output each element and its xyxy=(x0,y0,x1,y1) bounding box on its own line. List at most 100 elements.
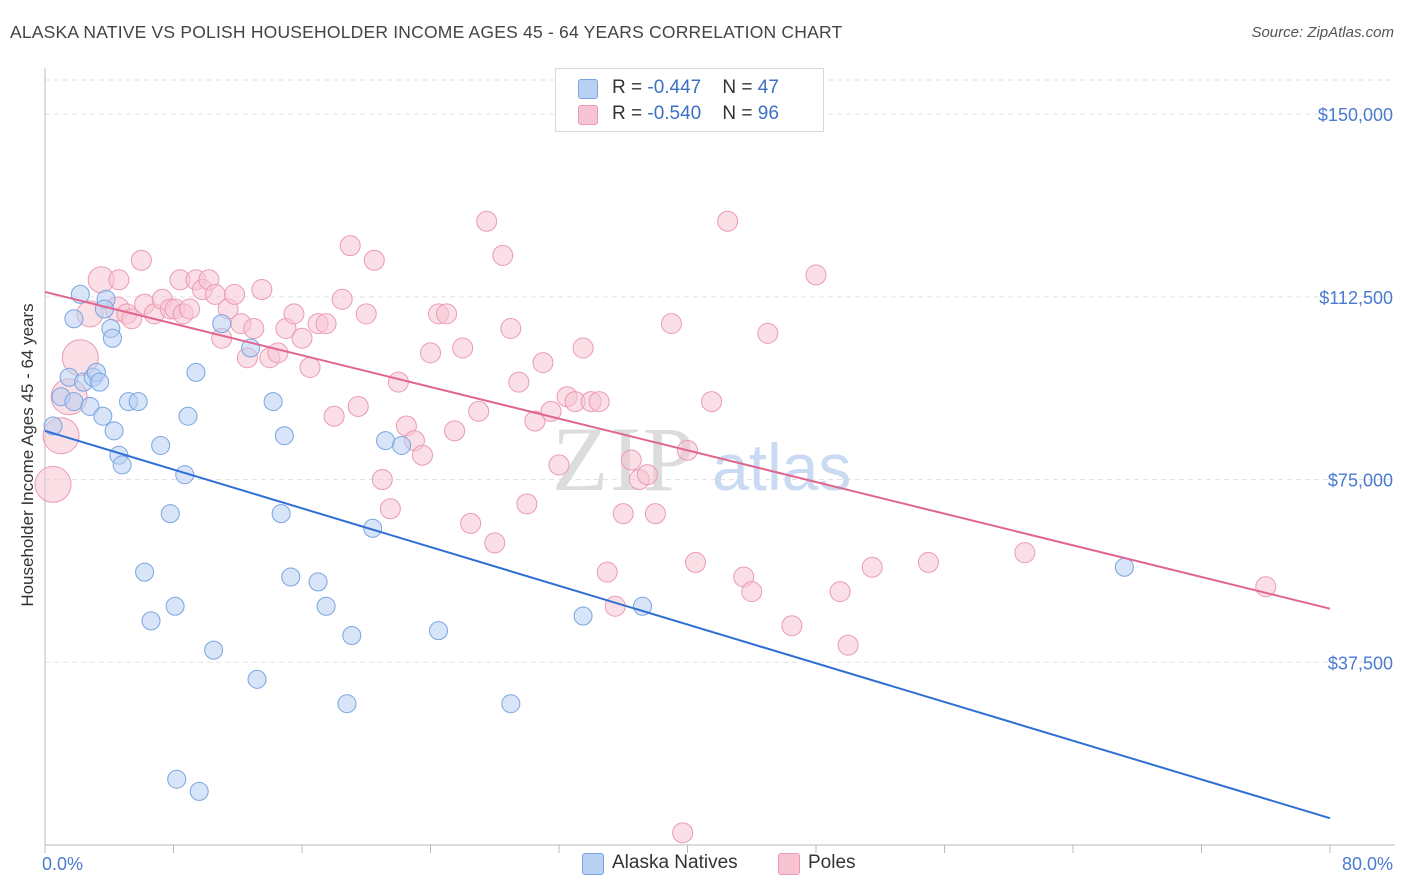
alaska-natives-point xyxy=(151,435,171,455)
alaska-natives-point xyxy=(102,328,122,348)
alaska-natives-point xyxy=(64,392,84,412)
alaska-natives-point xyxy=(363,518,383,538)
poles-point xyxy=(508,371,530,393)
poles-point xyxy=(781,615,803,637)
poles-point xyxy=(588,391,610,413)
x-tick-label-min: 0.0% xyxy=(42,854,83,874)
legend-n-label: N = xyxy=(722,103,758,124)
poles-point xyxy=(572,337,594,359)
poles-point xyxy=(516,493,538,515)
y-tick-label: $75,000 xyxy=(1328,471,1393,491)
alaska-natives-point xyxy=(308,572,328,592)
poles-point xyxy=(291,327,313,349)
poles-point xyxy=(805,264,827,286)
alaska-natives-point xyxy=(178,406,198,426)
alaska-natives-point xyxy=(573,606,593,626)
alaska-natives-point xyxy=(90,372,110,392)
poles-point xyxy=(444,420,466,442)
alaska-natives-point xyxy=(93,406,113,426)
poles-point xyxy=(379,498,401,520)
alaska-natives-point xyxy=(64,309,84,329)
alaska-natives-point xyxy=(160,504,180,524)
alaska-natives-trend-line xyxy=(44,429,1331,820)
poles-point xyxy=(299,356,321,378)
alaska-natives-point xyxy=(112,455,132,475)
poles-point xyxy=(604,595,626,617)
source-credit: Source: ZipAtlas.com xyxy=(1251,24,1394,41)
poles-point xyxy=(672,822,694,844)
alaska-natives-point xyxy=(104,421,124,441)
poles-point xyxy=(917,551,939,573)
alaska-natives-point xyxy=(392,435,412,455)
legend-n-value: 47 xyxy=(757,77,779,98)
poles-point xyxy=(339,235,361,257)
alaska-natives-point xyxy=(316,596,336,616)
poles-point xyxy=(267,342,289,364)
poles-point xyxy=(492,244,514,266)
alaska-natives-point xyxy=(167,769,187,789)
poles-point xyxy=(660,313,682,335)
poles-point xyxy=(420,342,441,364)
alaska-natives-point xyxy=(165,596,185,616)
poles-point xyxy=(363,249,385,271)
poles-point xyxy=(829,581,851,603)
y-tick-label: $37,500 xyxy=(1328,653,1393,673)
alaska-natives-point xyxy=(337,694,357,714)
watermark: ZIP atlas xyxy=(552,408,851,510)
poles-point xyxy=(500,318,522,340)
alaska-natives-point xyxy=(501,694,521,714)
poles-point xyxy=(130,249,152,271)
legend-n-label: N = xyxy=(722,77,758,98)
alaska-natives-point xyxy=(1114,557,1134,577)
alaska-natives-point xyxy=(342,625,362,645)
alaska-natives-point xyxy=(128,392,148,412)
y-tick-label: $112,500 xyxy=(1319,288,1393,308)
series-swatch-blue xyxy=(582,853,604,875)
poles-trend-line xyxy=(44,290,1331,610)
watermark-atlas: atlas xyxy=(712,430,851,504)
x-tick-label-max: 80.0% xyxy=(1342,854,1393,874)
poles-point xyxy=(1014,542,1036,564)
alaska-natives-point xyxy=(281,567,301,587)
poles-point xyxy=(411,444,433,466)
poles-point xyxy=(861,556,883,578)
alaska-natives-point xyxy=(274,426,294,446)
poles-point xyxy=(612,503,634,525)
alaska-natives-point xyxy=(135,562,155,582)
poles-point xyxy=(596,561,618,583)
alaska-natives-point xyxy=(429,621,449,641)
poles-point xyxy=(644,503,666,525)
axes xyxy=(44,68,1395,853)
poles-point xyxy=(387,371,409,393)
alaska-natives-point xyxy=(204,640,224,660)
legend-swatch-blue xyxy=(578,79,598,99)
poles-point xyxy=(243,318,265,340)
series-name: Alaska Natives xyxy=(612,852,738,873)
poles-point xyxy=(717,210,739,232)
poles-point xyxy=(283,303,305,325)
alaska-natives-point xyxy=(376,431,396,451)
y-tick-label: $150,000 xyxy=(1318,105,1393,125)
alaska-natives-point xyxy=(186,362,206,382)
poles-point xyxy=(476,210,498,232)
tick-labels: $37,500 $75,000 $112,500 $150,000 0.0% 80.0% xyxy=(42,105,1393,874)
poles-point xyxy=(460,512,482,534)
legend-r-value: -0.540 xyxy=(647,103,702,124)
poles-point xyxy=(436,303,458,325)
poles-point xyxy=(315,313,337,335)
legend-r-value: -0.447 xyxy=(647,77,702,98)
poles-point xyxy=(685,551,707,573)
alaska-natives-point xyxy=(263,392,283,412)
poles-points xyxy=(34,210,1277,844)
alaska-natives-point xyxy=(212,314,232,334)
poles-point xyxy=(331,288,353,310)
series-name: Poles xyxy=(808,852,856,873)
poles-point xyxy=(179,298,201,320)
poles-point xyxy=(371,469,393,491)
alaska-natives-point xyxy=(247,669,267,689)
legend-n-value: 96 xyxy=(757,103,779,124)
poles-point xyxy=(347,395,369,417)
alaska-natives-point xyxy=(141,611,161,631)
alaska-natives-point xyxy=(271,504,291,524)
